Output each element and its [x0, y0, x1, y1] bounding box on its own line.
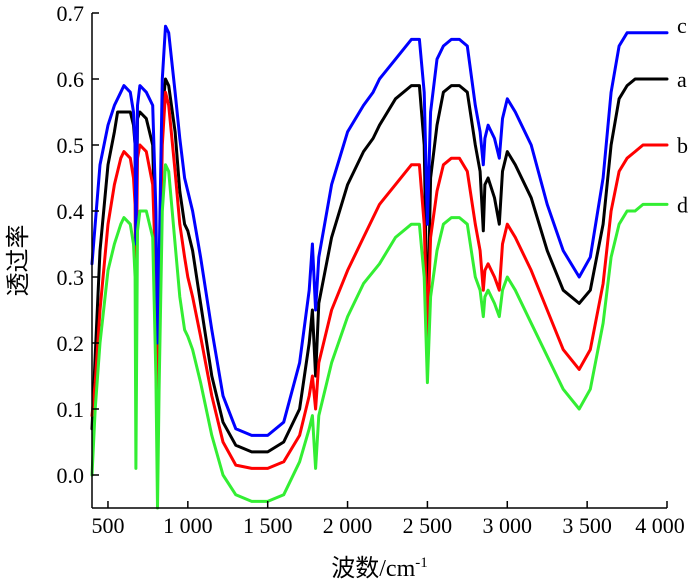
series-label-c: c: [677, 13, 687, 38]
x-axis-title-superscript: -1: [415, 555, 428, 571]
x-axis-title: 波数/cm-1: [331, 555, 428, 582]
series-line-c: [90, 24, 669, 437]
y-tick-label: 0.4: [57, 199, 85, 224]
series-label-d: d: [677, 192, 688, 217]
series-label-b: b: [677, 133, 688, 158]
y-tick-label: 0.1: [57, 397, 85, 422]
y-axis-title: 透过率: [5, 225, 32, 297]
y-tick-label: 0.2: [57, 331, 85, 356]
y-tick-label: 0.7: [57, 1, 85, 26]
x-tick-label: 1 000: [163, 513, 213, 538]
x-tick-label: 500: [91, 513, 124, 538]
series-line-a: [90, 77, 669, 454]
y-tick-label: 0.3: [57, 265, 85, 290]
series-line-d: [90, 163, 669, 510]
axes-layer: [91, 12, 668, 509]
x-tick-label: 2 500: [403, 513, 453, 538]
x-tick-label: 3 000: [483, 513, 533, 538]
series-line-b: [90, 90, 669, 470]
y-tick-label: 0.0: [57, 463, 85, 488]
series-label-a: a: [677, 67, 687, 92]
labels-layer: 0.0 0.1 0.2 0.3 0.4 0.5 0.6 0.7 500 1 000 1 500 2 0…: [5, 1, 688, 582]
y-tick-label: 0.5: [57, 133, 85, 158]
x-tick-label: 4 000: [635, 513, 685, 538]
series-layer: [90, 24, 669, 510]
y-tick-label: 0.6: [57, 67, 85, 92]
x-tick-label: 1 500: [243, 513, 293, 538]
x-tick-label: 2 000: [323, 513, 373, 538]
x-tick-label: 3 500: [562, 513, 612, 538]
